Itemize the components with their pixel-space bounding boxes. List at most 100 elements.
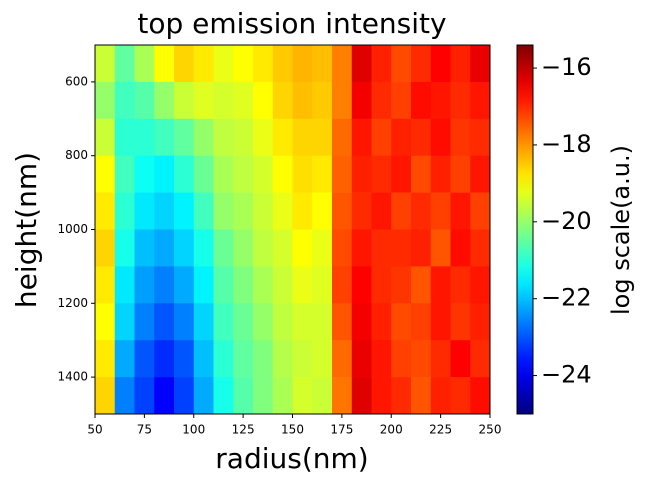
heatmap-cell — [450, 266, 471, 304]
heatmap-cell — [312, 340, 333, 378]
heatmap-cell — [272, 266, 293, 304]
heatmap-cell — [154, 155, 175, 193]
heatmap-cell — [134, 340, 155, 378]
heatmap-cell — [470, 229, 491, 267]
heatmap-cell — [114, 45, 135, 83]
heatmap-cell — [233, 229, 254, 267]
heatmap-cell — [411, 81, 432, 120]
heatmap-cell — [253, 266, 274, 304]
heatmap-cell — [450, 118, 471, 156]
heatmap-cell — [213, 81, 234, 120]
heatmap-cell — [411, 118, 432, 156]
heatmap-cell — [371, 155, 392, 193]
heatmap-cell — [371, 229, 392, 267]
heatmap-cell — [470, 45, 491, 83]
heatmap-cell — [134, 118, 155, 156]
heatmap-cell — [174, 118, 195, 156]
chart-title: top emission intensity — [137, 7, 446, 40]
heatmap-cell — [450, 340, 471, 378]
heatmap-cell — [292, 229, 313, 267]
heatmap-cell — [351, 45, 372, 83]
y-tick-label: 1000 — [57, 222, 88, 236]
heatmap-cell — [351, 377, 372, 415]
heatmap-cell — [332, 266, 353, 304]
heatmap-cell — [391, 155, 412, 193]
heatmap-cell — [411, 45, 432, 83]
heatmap-cell — [351, 192, 372, 230]
heatmap-cell — [272, 377, 293, 415]
x-tick-label: 125 — [232, 423, 255, 437]
heatmap-cell — [312, 377, 333, 415]
heatmap-cell — [95, 45, 116, 83]
heatmap-cell — [332, 303, 353, 341]
heatmap-cell — [470, 118, 491, 156]
heatmap-cell — [95, 377, 116, 415]
heatmap-cell — [411, 192, 432, 230]
heatmap-cell — [213, 303, 234, 341]
heatmap-cell — [233, 266, 254, 304]
y-tick-label: 600 — [65, 74, 88, 88]
heatmap-cell — [193, 155, 214, 193]
heatmap-cell — [233, 340, 254, 378]
heatmap-cell — [312, 229, 333, 267]
heatmap-cell — [371, 192, 392, 230]
heatmap-cell — [450, 81, 471, 120]
heatmap-cell — [430, 340, 451, 378]
heatmap-cell — [174, 155, 195, 193]
heatmap-cell — [430, 377, 451, 415]
heatmap-cell — [371, 81, 392, 120]
heatmap-cell — [114, 340, 135, 378]
heatmap-cell — [292, 45, 313, 83]
heatmap-cell — [292, 303, 313, 341]
heatmap-cell — [470, 340, 491, 378]
y-tick-label: 1200 — [57, 296, 88, 310]
heatmap-cell — [213, 377, 234, 415]
heatmap-cell — [213, 118, 234, 156]
heatmap-cell — [134, 229, 155, 267]
heatmap-cell — [332, 81, 353, 120]
y-axis-label: height(nm) — [10, 152, 43, 308]
heatmap-cell — [450, 229, 471, 267]
heatmap-cell — [332, 45, 353, 83]
y-tick-label: 1400 — [57, 370, 88, 384]
heatmap-cell — [411, 266, 432, 304]
heatmap-cell — [411, 340, 432, 378]
heatmap-cell — [253, 377, 274, 415]
heatmap-cell — [174, 377, 195, 415]
colorbar-tick-label: −22 — [541, 284, 592, 312]
colorbar-tick-label: −24 — [541, 361, 592, 389]
heatmap-cell — [174, 303, 195, 341]
heatmap-cell — [470, 192, 491, 230]
heatmap-cell — [371, 377, 392, 415]
heatmap-cell — [134, 266, 155, 304]
heatmap-cell — [154, 340, 175, 378]
heatmap-cell — [154, 118, 175, 156]
heatmap-cell — [391, 229, 412, 267]
heatmap-cell — [292, 81, 313, 120]
heatmap-cell — [450, 45, 471, 83]
colorbar — [516, 44, 534, 415]
heatmap-cell — [95, 340, 116, 378]
heatmap-cell — [253, 229, 274, 267]
x-tick-label: 75 — [137, 423, 152, 437]
heatmap-cell — [213, 192, 234, 230]
heatmap-cell — [371, 118, 392, 156]
heatmap-cell — [134, 155, 155, 193]
heatmap-cell — [114, 118, 135, 156]
heatmap-cell — [430, 45, 451, 83]
heatmap-cell — [272, 81, 293, 120]
heatmap-cell — [292, 377, 313, 415]
colorbar-label: log scale(a.u.) — [607, 145, 635, 315]
heatmap-cell — [154, 377, 175, 415]
heatmap-cell — [253, 45, 274, 83]
heatmap-cell — [430, 155, 451, 193]
heatmap-cell — [272, 340, 293, 378]
heatmap-cell — [272, 303, 293, 341]
heatmap-cell — [154, 229, 175, 267]
heatmap-cell — [114, 303, 135, 341]
heatmap-cell — [114, 229, 135, 267]
heatmap-cell — [233, 377, 254, 415]
heatmap-cell — [292, 192, 313, 230]
heatmap-cell — [174, 81, 195, 120]
heatmap-cell — [134, 192, 155, 230]
